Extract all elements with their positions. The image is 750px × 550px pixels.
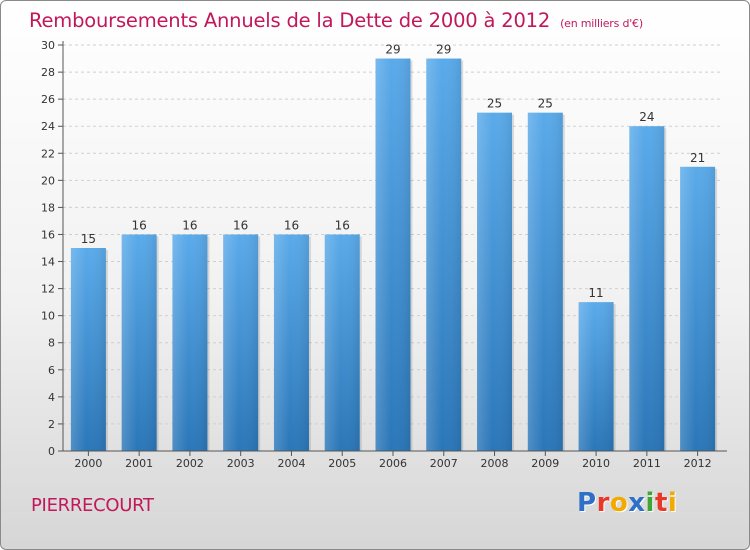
- data-label: 11: [588, 286, 603, 300]
- x-tick-label: 2001: [125, 457, 153, 470]
- bar-shine: [629, 126, 665, 451]
- bar-shine: [527, 112, 563, 452]
- y-tick-label: 4: [48, 391, 55, 404]
- x-tick-label: 2005: [328, 457, 356, 470]
- x-tick-label: 2004: [277, 457, 305, 470]
- y-tick-label: 20: [41, 174, 55, 187]
- x-tick-label: 2008: [481, 457, 509, 470]
- bar-shine: [477, 112, 513, 452]
- logo-letter: t: [654, 488, 668, 518]
- commune-name: PIERRECOURT: [31, 495, 154, 516]
- data-labels: 15 16 16 16 16 16 29 29 25 25 11 24 21: [81, 43, 706, 301]
- y-tick-label: 14: [41, 256, 55, 269]
- y-tick-label: 30: [41, 39, 55, 52]
- bar-shine: [121, 234, 157, 451]
- data-label: 16: [284, 218, 299, 232]
- y-tick-label: 2: [48, 418, 55, 431]
- bar-shine: [680, 166, 716, 452]
- data-label: 16: [132, 218, 147, 232]
- bar-shine: [273, 234, 309, 451]
- x-tick-label: 2006: [379, 457, 407, 470]
- data-label: 25: [487, 97, 502, 111]
- data-label: 29: [436, 43, 451, 57]
- y-tick-label: 6: [48, 364, 55, 377]
- x-tick-label: 2000: [74, 457, 102, 470]
- x-tick-label: 2009: [531, 457, 559, 470]
- logo-letter: x: [628, 488, 646, 518]
- y-tick-label: 22: [41, 147, 55, 160]
- chart-title-text: Remboursements Annuels de la Dette de 20…: [29, 9, 551, 32]
- logo-letter: P: [577, 488, 597, 518]
- y-tick-label: 12: [41, 283, 55, 296]
- bar-shine: [324, 234, 360, 451]
- bar-shine: [172, 234, 208, 451]
- y-tick-label: 16: [41, 228, 55, 241]
- data-label: 21: [690, 151, 705, 165]
- data-label: 16: [182, 218, 197, 232]
- bars: [70, 58, 718, 452]
- bar-shine: [223, 234, 259, 451]
- data-label: 15: [81, 232, 96, 246]
- x-tick-label: 2012: [684, 457, 712, 470]
- x-tick-label: 2007: [430, 457, 458, 470]
- bar-shine: [578, 302, 614, 451]
- x-tick-label: 2002: [176, 457, 204, 470]
- bar-shine: [426, 58, 462, 452]
- data-label: 16: [233, 218, 248, 232]
- chart-subtitle: (en milliers d'€): [560, 17, 643, 30]
- logo-letter: i: [645, 488, 655, 518]
- y-tick-label: 18: [41, 201, 55, 214]
- y-tick-label: 0: [48, 445, 55, 458]
- y-tick-label: 24: [41, 120, 55, 133]
- logo-letter: i: [667, 488, 678, 518]
- data-label: 16: [335, 218, 350, 232]
- y-tick-label: 28: [41, 66, 55, 79]
- data-label: 29: [385, 43, 400, 57]
- x-tick-label: 2011: [633, 457, 661, 470]
- chart-title: Remboursements Annuels de la Dette de 20…: [29, 9, 643, 32]
- bar-shine: [70, 248, 106, 451]
- data-label: 24: [639, 110, 654, 124]
- x-tick-label: 2010: [582, 457, 610, 470]
- y-tick-label: 26: [41, 93, 55, 106]
- proxiti-logo: Proxiti: [577, 488, 677, 518]
- bar-shine: [375, 58, 411, 452]
- logo-letter: o: [609, 488, 629, 518]
- logo-letter: r: [596, 488, 610, 518]
- data-label: 25: [538, 97, 553, 111]
- y-tick-label: 8: [48, 337, 55, 350]
- y-tick-label: 10: [41, 310, 55, 323]
- x-tick-label: 2003: [227, 457, 255, 470]
